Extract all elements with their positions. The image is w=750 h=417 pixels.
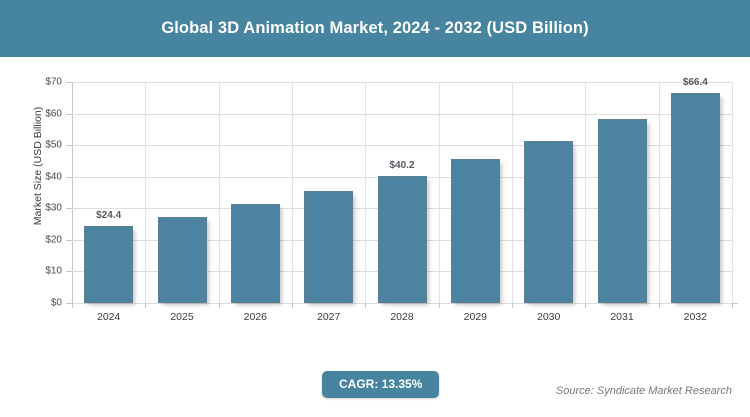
source-note: Source: Syndicate Market Research bbox=[555, 385, 732, 397]
x-axis-label-2024: 2024 bbox=[96, 311, 121, 323]
bar-2027[interactable] bbox=[304, 190, 354, 303]
gridline-horizontal bbox=[72, 145, 732, 147]
y-axis-tick-label: $0 bbox=[50, 297, 62, 309]
x-axis-label-2028: 2028 bbox=[390, 311, 414, 323]
bar-value-label-2028: $40.2 bbox=[389, 160, 415, 172]
y-axis-line bbox=[72, 82, 73, 304]
x-axis-tick-mark bbox=[732, 303, 733, 308]
bar-2029[interactable] bbox=[450, 159, 500, 303]
x-axis-tick-mark bbox=[658, 303, 660, 308]
bar-2025[interactable] bbox=[157, 217, 207, 303]
x-axis-tick-mark bbox=[218, 303, 220, 308]
gridline-vertical bbox=[658, 82, 660, 303]
x-axis-tick-mark bbox=[585, 303, 587, 308]
x-axis-tick-mark bbox=[72, 303, 73, 308]
x-axis-label-2027: 2027 bbox=[316, 311, 341, 323]
gridline-vertical bbox=[218, 82, 220, 303]
gridline-vertical bbox=[438, 82, 440, 303]
y-axis-tick-mark bbox=[66, 271, 72, 273]
x-axis-tick-mark bbox=[438, 303, 440, 308]
y-axis-tick-mark bbox=[66, 303, 72, 304]
x-axis-tick-mark bbox=[365, 303, 367, 308]
gridline-vertical bbox=[292, 82, 293, 303]
bar-2024[interactable] bbox=[84, 225, 134, 303]
y-axis-tick-mark bbox=[66, 113, 72, 115]
bar-2030[interactable] bbox=[524, 140, 574, 303]
cagr-badge[interactable]: CAGR: 13.35% bbox=[322, 371, 440, 398]
chart-header-band: Global 3D Animation Market, 2024 - 2032 … bbox=[0, 0, 750, 57]
y-axis-tick-label: $70 bbox=[45, 76, 62, 88]
x-axis-label-2026: 2026 bbox=[243, 311, 268, 323]
bar-2028[interactable] bbox=[377, 176, 427, 303]
bar-2032[interactable] bbox=[670, 93, 720, 303]
x-axis-tick-mark bbox=[145, 303, 147, 308]
gridline-horizontal bbox=[72, 82, 732, 83]
y-axis-tick-mark bbox=[66, 176, 72, 178]
y-axis-tick-mark bbox=[66, 145, 72, 147]
gridline-vertical bbox=[145, 82, 147, 303]
y-axis-tick-mark bbox=[66, 82, 72, 83]
y-axis-tick-mark bbox=[66, 208, 72, 210]
x-axis-tick-mark bbox=[292, 303, 293, 308]
gridline-vertical bbox=[512, 82, 513, 303]
y-axis-tick-label: $60 bbox=[45, 108, 62, 120]
x-axis-label-2031: 2031 bbox=[610, 311, 634, 323]
y-axis-tick-label: $20 bbox=[45, 234, 62, 246]
y-axis-tick-label: $50 bbox=[45, 139, 62, 151]
gridline-horizontal bbox=[72, 113, 732, 115]
gridline-horizontal bbox=[72, 303, 732, 304]
x-axis-label-2030: 2030 bbox=[536, 311, 561, 323]
y-axis-tick-label: $10 bbox=[45, 265, 62, 277]
bar-2026[interactable] bbox=[230, 204, 280, 303]
y-axis-tick-label: $30 bbox=[45, 202, 62, 214]
x-axis-label-2032: 2032 bbox=[683, 311, 708, 323]
y-axis-tick-mark bbox=[66, 239, 72, 241]
x-axis-tick-mark bbox=[512, 303, 513, 308]
x-axis-label-2025: 2025 bbox=[170, 311, 194, 323]
gridline-vertical bbox=[585, 82, 587, 303]
y-axis-tick-label: $40 bbox=[45, 171, 62, 183]
bar-value-label-2032: $66.4 bbox=[682, 77, 708, 89]
bar-value-label-2024: $24.4 bbox=[96, 209, 122, 221]
gridline-vertical bbox=[732, 82, 733, 303]
bar-2031[interactable] bbox=[597, 118, 647, 303]
x-axis-label-2029: 2029 bbox=[463, 311, 488, 323]
gridline-vertical bbox=[365, 82, 367, 303]
page-title: Global 3D Animation Market, 2024 - 2032 … bbox=[161, 19, 589, 37]
